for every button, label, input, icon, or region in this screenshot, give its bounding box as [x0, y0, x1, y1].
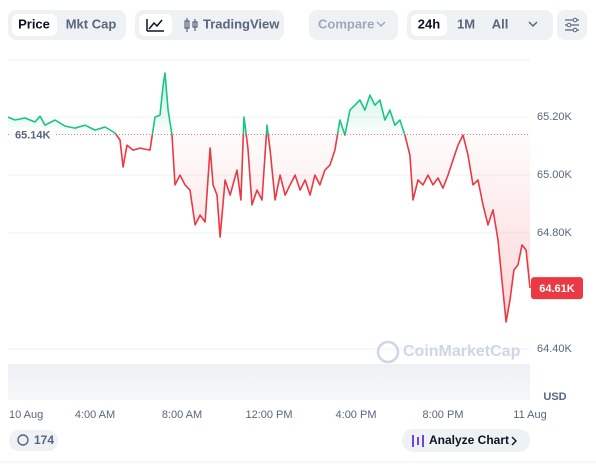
- analyze-button[interactable]: [402, 429, 530, 452]
- analyze-icon: [412, 435, 424, 447]
- compare-label[interactable]: Compare: [318, 16, 374, 31]
- range-label[interactable]: All: [492, 16, 509, 31]
- watermark: CoinMarketCap: [403, 343, 521, 360]
- chart-type-group: [135, 10, 284, 40]
- y-tick-label: 64.80K: [537, 227, 573, 239]
- chevron: [376, 21, 386, 28]
- watermark-logo: [376, 340, 400, 364]
- range-dropdown[interactable]: [528, 21, 538, 28]
- x-tick-label: 10 Aug: [9, 409, 43, 421]
- current-price-label: 64.61K: [539, 283, 575, 295]
- count[interactable]: 174: [34, 433, 54, 447]
- compare-button[interactable]: [309, 10, 398, 40]
- area-fill: [8, 73, 530, 322]
- plot: 64.40K 64.80K 65.00K 65.20K 10 Aug 4:00 AM 8:0…: [7, 72, 583, 421]
- x-tick-label: 4:00 AM: [75, 409, 115, 421]
- current-price-box: [531, 277, 583, 300]
- baseline-label: 65.14K: [15, 129, 51, 141]
- x-tick-label: 8:00 PM: [423, 409, 464, 421]
- x-tick-label: 4:00 PM: [336, 409, 377, 421]
- price-label[interactable]: Price: [18, 16, 50, 31]
- tradingview-button[interactable]: TradingView: [203, 16, 280, 31]
- price-button[interactable]: [12, 14, 57, 36]
- chevron: [511, 436, 517, 446]
- range-label[interactable]: 24h: [418, 16, 440, 31]
- x-tick-label: 8:00 AM: [162, 409, 202, 421]
- y-tick-label: 64.40K: [537, 343, 573, 355]
- volume-area: [8, 364, 530, 400]
- candle-icon: [184, 18, 198, 32]
- x-tick-label: 12:00 PM: [245, 409, 292, 421]
- y-tick-label: 65.00K: [537, 169, 573, 181]
- y-tick-label: 65.20K: [537, 111, 573, 123]
- range-label[interactable]: 1M: [457, 16, 475, 31]
- mkt-cap-button[interactable]: Mkt Cap: [66, 16, 117, 31]
- x-tick-label: 11 Aug: [513, 409, 546, 421]
- analyze-label[interactable]: Analyze Chart: [429, 433, 509, 447]
- price-line: [7, 72, 531, 323]
- y-unit: USD: [543, 391, 566, 403]
- line-icon: [146, 19, 164, 32]
- range-24h[interactable]: [411, 14, 447, 36]
- baseline-label-bg: [10, 127, 54, 142]
